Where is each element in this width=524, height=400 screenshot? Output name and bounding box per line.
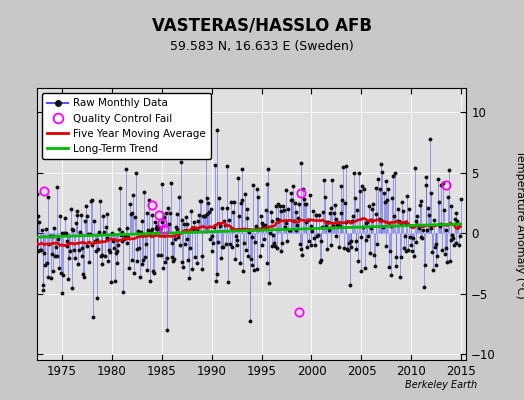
Y-axis label: Temperature Anomaly (°C): Temperature Anomaly (°C) xyxy=(516,150,524,298)
Text: Berkeley Earth: Berkeley Earth xyxy=(405,380,477,390)
Text: 59.583 N, 16.633 E (Sweden): 59.583 N, 16.633 E (Sweden) xyxy=(170,40,354,53)
Legend: Raw Monthly Data, Quality Control Fail, Five Year Moving Average, Long-Term Tren: Raw Monthly Data, Quality Control Fail, … xyxy=(42,93,211,159)
Text: VASTERAS/HASSLO AFB: VASTERAS/HASSLO AFB xyxy=(152,16,372,34)
